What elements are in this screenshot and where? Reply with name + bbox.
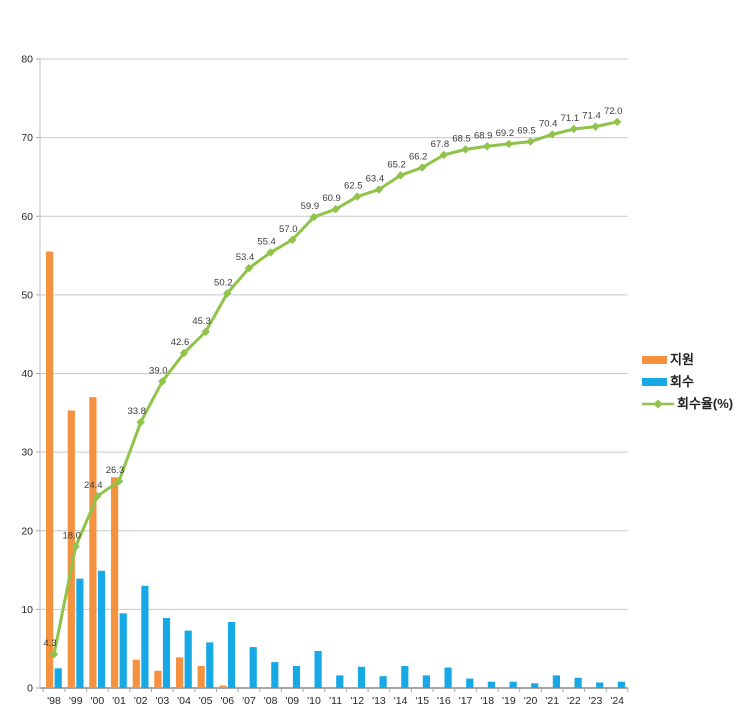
svg-text:'23: '23 [589,695,603,707]
legend-swatch-green-line [642,398,674,410]
svg-text:39.0: 39.0 [149,365,168,376]
svg-text:53.4: 53.4 [236,252,255,263]
svg-text:30: 30 [21,447,33,459]
svg-text:33.8: 33.8 [127,406,146,417]
svg-text:'11: '11 [329,695,342,707]
svg-text:40: 40 [21,368,33,380]
svg-text:50.2: 50.2 [214,277,233,288]
svg-text:'12: '12 [350,695,364,707]
svg-text:'02: '02 [134,695,148,707]
svg-text:'07: '07 [242,695,256,707]
svg-text:68.9: 68.9 [474,130,493,141]
svg-text:70.4: 70.4 [539,119,558,130]
svg-text:'17: '17 [459,695,473,707]
svg-text:70: 70 [21,132,33,144]
svg-text:'18: '18 [480,695,494,707]
svg-text:'15: '15 [415,695,429,707]
svg-text:'20: '20 [524,695,538,707]
svg-text:'10: '10 [307,695,321,707]
svg-text:'00: '00 [91,695,105,707]
svg-text:10: 10 [21,604,33,616]
svg-text:71.4: 71.4 [582,111,601,122]
svg-text:69.5: 69.5 [517,126,536,137]
svg-text:72.0: 72.0 [604,106,623,117]
legend-item-hoesu: 회수 [642,374,733,390]
svg-text:69.2: 69.2 [496,128,515,139]
svg-text:'01: '01 [112,695,126,707]
svg-text:26.3: 26.3 [106,465,125,476]
x-axis-labels: '98 '99 '00 '01 '02 '03 '04 '05 '06 '07 '08 '09 '10 '… [47,695,624,707]
svg-text:45.3: 45.3 [192,316,211,327]
svg-text:80: 80 [21,54,33,66]
svg-text:71.1: 71.1 [561,113,580,124]
legend-item-jiwon: 지원 [642,352,733,368]
line-data-labels: 4.318.024.426.333.839.042.645.350.253.45… [43,106,622,649]
svg-text:67.8: 67.8 [431,139,450,150]
svg-text:'98: '98 [47,695,61,707]
svg-text:18.0: 18.0 [62,531,81,542]
legend-label-jiwon: 지원 [670,352,694,367]
svg-text:'19: '19 [502,695,516,707]
svg-text:'24: '24 [610,695,624,707]
svg-text:'14: '14 [394,695,408,707]
legend-swatch-orange-bar [642,356,667,364]
svg-text:'08: '08 [264,695,278,707]
svg-text:57.0: 57.0 [279,224,298,235]
svg-text:68.5: 68.5 [452,133,471,144]
svg-text:'05: '05 [199,695,213,707]
svg-text:59.9: 59.9 [301,201,320,212]
svg-text:'16: '16 [437,695,451,707]
svg-text:'22: '22 [567,695,581,707]
bar-series-1 [54,570,625,688]
svg-text:60.9: 60.9 [322,193,341,204]
svg-text:55.4: 55.4 [257,236,276,247]
svg-text:65.2: 65.2 [387,159,406,170]
svg-text:24.4: 24.4 [84,480,103,491]
svg-text:'03: '03 [155,695,169,707]
legend-swatch-blue-bar [642,378,667,386]
legend-label-hoesuyul: 회수율(%) [677,396,734,411]
svg-text:66.2: 66.2 [409,152,428,163]
svg-text:50: 50 [21,289,33,301]
svg-text:42.6: 42.6 [171,337,190,348]
legend: 지원 회수 회수율(%) [642,352,733,412]
bar-series-0 [46,251,227,688]
svg-text:20: 20 [21,525,33,537]
svg-text:'13: '13 [372,695,386,707]
line-series [49,117,622,659]
svg-text:'06: '06 [220,695,234,707]
legend-label-hoesu: 회수 [670,374,694,389]
svg-text:'04: '04 [177,695,191,707]
svg-text:'09: '09 [285,695,299,707]
svg-text:63.4: 63.4 [366,174,385,185]
svg-text:4.3: 4.3 [43,638,56,649]
svg-text:'21: '21 [545,695,559,707]
svg-text:60: 60 [21,211,33,223]
svg-text:'99: '99 [69,695,83,707]
legend-item-hoesuyul: 회수율(%) [642,396,733,412]
svg-text:62.5: 62.5 [344,181,363,192]
svg-text:0: 0 [27,683,33,695]
